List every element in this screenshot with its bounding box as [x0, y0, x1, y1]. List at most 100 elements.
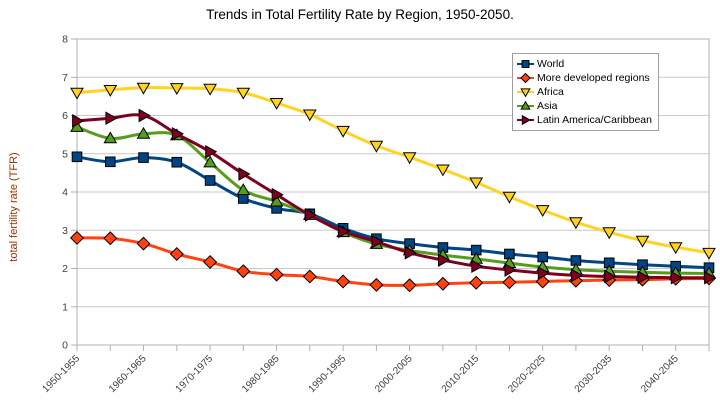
square-marker	[71, 151, 83, 163]
triangle-down-marker	[520, 88, 531, 98]
diamond-marker	[302, 269, 317, 284]
triangle-up-marker	[269, 194, 284, 207]
triangle-down-marker	[169, 83, 184, 96]
x-tick-label: 2040-2045	[639, 353, 681, 395]
triangle-down-marker	[103, 85, 118, 97]
triangle-down-marker	[336, 125, 350, 138]
triangle-right-marker	[521, 114, 531, 126]
y-tick-label: 1	[62, 301, 68, 313]
diamond-marker	[236, 264, 251, 279]
legend-marker-latin-america-caribbean	[517, 114, 534, 126]
square-marker	[238, 193, 249, 204]
triangle-right-marker	[105, 111, 118, 126]
triangle-right-marker	[471, 259, 484, 274]
y-tick-label: 2	[62, 263, 68, 275]
triangle-down-marker	[535, 205, 550, 218]
diamond-marker	[69, 230, 85, 245]
x-tick-label: 1980-1985	[240, 353, 282, 395]
triangle-right-marker	[304, 208, 318, 222]
triangle-up-marker	[136, 126, 151, 139]
triangle-down-marker	[635, 235, 650, 248]
x-tick-label: 2020-2025	[506, 353, 548, 395]
y-tick-label: 8	[62, 34, 68, 46]
x-tick-label: 2000-2005	[373, 353, 415, 395]
triangle-down-marker	[136, 82, 151, 95]
triangle-right-marker	[704, 270, 717, 285]
triangle-down-marker	[502, 191, 517, 204]
triangle-down-marker	[402, 152, 417, 165]
y-tick-label: 3	[62, 225, 68, 237]
legend-marker-world	[517, 60, 534, 68]
diamond-marker	[336, 274, 351, 289]
square-marker	[138, 152, 149, 163]
legend-item-more-developed-regions: More developed regions	[517, 71, 652, 85]
diamond-marker	[469, 275, 484, 290]
triangle-up-marker	[520, 100, 531, 110]
legend-label: Africa	[537, 86, 564, 98]
triangle-right-marker	[171, 127, 185, 141]
triangle-down-marker	[70, 87, 84, 100]
diamond-marker	[269, 267, 284, 282]
triangle-down-marker	[269, 98, 284, 110]
y-tick-label: 5	[62, 148, 68, 160]
triangle-right-marker	[138, 108, 151, 123]
x-tick-label: 1950-1955	[41, 353, 83, 395]
diamond-marker	[402, 278, 417, 293]
y-tick-label: 6	[62, 110, 68, 122]
triangle-up-marker	[103, 131, 118, 144]
triangle-right-marker	[205, 144, 218, 159]
triangle-right-marker	[670, 270, 683, 285]
triangle-down-marker	[702, 247, 716, 260]
x-tick-label: 2030-2035	[573, 353, 615, 395]
legend-item-latin-america-caribbean: Latin America/Caribbean	[517, 113, 652, 127]
diamond-marker	[136, 236, 151, 251]
triangle-right-marker	[338, 224, 351, 239]
diamond-marker	[203, 254, 218, 270]
triangle-right-marker	[271, 187, 284, 202]
triangle-down-marker	[302, 109, 317, 122]
x-tick-label: 2010-2015	[440, 353, 482, 395]
diamond-marker	[103, 231, 118, 246]
triangle-down-marker	[203, 83, 217, 96]
square-marker	[204, 175, 216, 186]
x-tick-label: 1970-1975	[174, 353, 216, 395]
triangle-up-marker	[203, 155, 217, 168]
legend-marker-asia	[517, 100, 534, 110]
triangle-up-marker	[236, 183, 251, 195]
legend-item-asia: Asia	[517, 99, 652, 113]
triangle-right-marker	[371, 234, 384, 249]
triangle-down-marker	[469, 177, 484, 190]
square-marker	[105, 156, 116, 168]
triangle-down-marker	[569, 217, 583, 230]
triangle-down-marker	[668, 242, 683, 255]
triangle-right-marker	[72, 114, 85, 128]
triangle-right-marker	[571, 268, 584, 283]
triangle-right-marker	[504, 263, 517, 277]
triangle-right-marker	[637, 270, 650, 285]
x-tick-label: 1990-1995	[307, 353, 349, 395]
diamond-marker	[369, 277, 384, 292]
legend-item-africa: Africa	[517, 85, 652, 99]
triangle-right-marker	[238, 167, 251, 181]
diamond-marker	[169, 246, 184, 262]
chart-title: Trends in Total Fertility Rate by Region…	[206, 7, 514, 22]
y-tick-label: 0	[62, 340, 68, 352]
square-marker	[171, 156, 183, 168]
diamond-marker	[520, 72, 531, 84]
triangle-down-marker	[602, 227, 617, 240]
chart-legend: World More developed regions Africa Asia Lat…	[512, 53, 659, 131]
triangle-right-marker	[604, 269, 617, 284]
diamond-marker	[435, 276, 450, 291]
triangle-down-marker	[369, 140, 384, 153]
legend-label: Latin America/Caribbean	[537, 114, 652, 126]
triangle-down-marker	[236, 87, 251, 100]
legend-label: More developed regions	[537, 72, 650, 84]
square-marker	[521, 60, 530, 68]
legend-marker-more-developed-regions	[517, 72, 534, 84]
legend-marker-africa	[517, 88, 534, 98]
triangle-down-marker	[436, 164, 450, 177]
x-tick-label: 1960-1965	[107, 353, 149, 395]
diamond-marker	[502, 275, 517, 290]
y-tick-label: 4	[62, 187, 68, 199]
